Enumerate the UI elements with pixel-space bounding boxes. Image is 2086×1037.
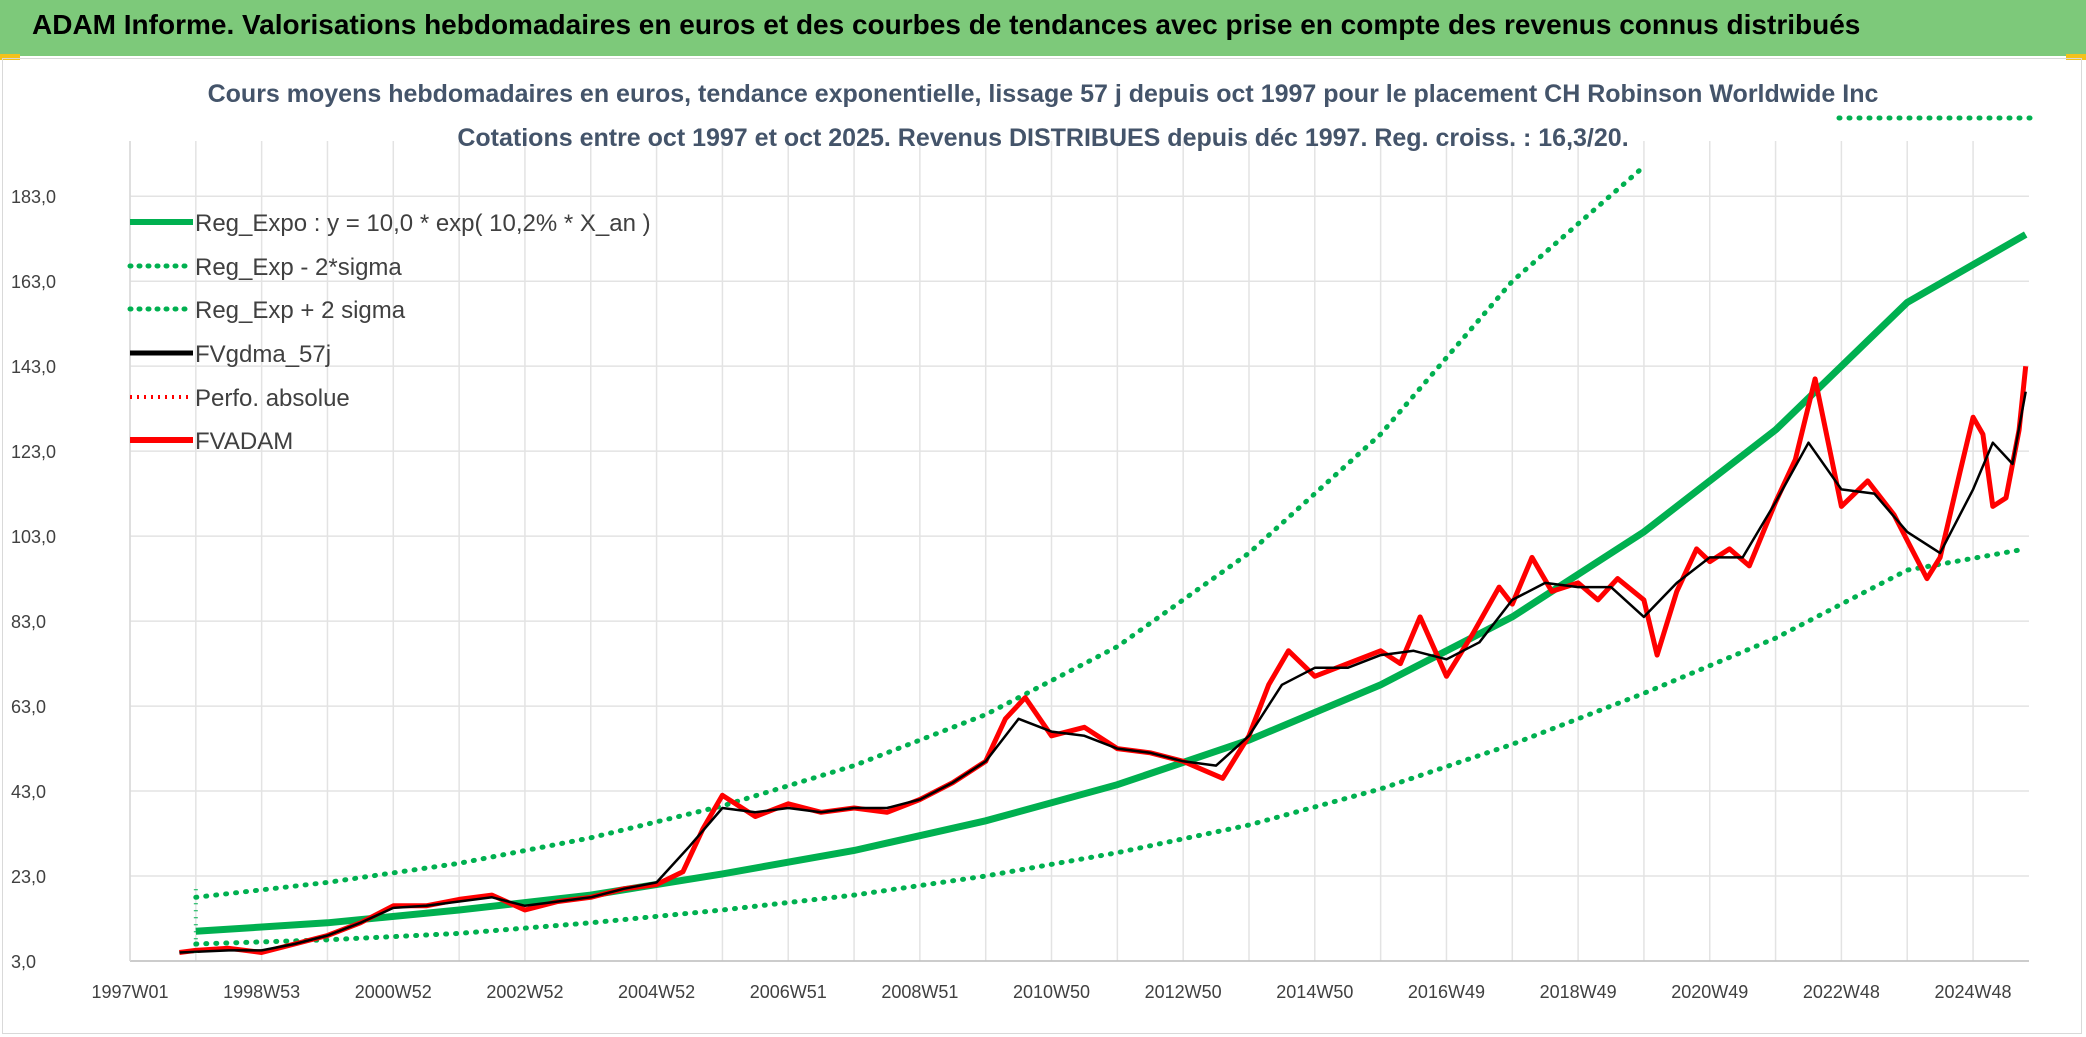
report-title: ADAM Informe. Valorisations hebdomadaire…: [32, 9, 1861, 40]
legend-label-reg-expo: Reg_Expo : y = 10,0 * exp( 10,2% * X_an …: [195, 210, 651, 237]
chart-title: Cours moyens hebdomadaires en euros, ten…: [208, 80, 1879, 108]
x-tick-label: 2006W51: [750, 982, 827, 1002]
x-tick-label: 2010W50: [1013, 982, 1090, 1002]
grid-layer: [129, 141, 2029, 962]
y-tick-label: 63,0: [11, 697, 46, 717]
x-tick-label: 2000W52: [355, 982, 432, 1002]
corner-mark-left: [0, 54, 20, 60]
y-tick-label: 123,0: [11, 442, 56, 462]
y-tick-label: 143,0: [11, 357, 56, 377]
y-tick-label: 163,0: [11, 272, 56, 292]
x-axis-ticks: 1997W01 1998W53 2000W52 2002W52 2004W52 2006W…: [91, 982, 2011, 1002]
x-tick-label: 2016W49: [1408, 982, 1485, 1002]
y-tick-label: 83,0: [11, 612, 46, 632]
legend-label-fvadam: FVADAM: [195, 428, 293, 455]
chart-subtitle: Cotations entre oct 1997 et oct 2025. Re…: [457, 124, 1628, 152]
legend-label-plus-2sigma: Reg_Exp + 2 sigma: [195, 297, 406, 324]
x-tick-label: 2022W48: [1803, 982, 1880, 1002]
x-tick-label: 2014W50: [1276, 982, 1353, 1002]
x-tick-label: 1997W01: [91, 982, 168, 1002]
y-tick-label: 43,0: [11, 782, 46, 802]
legend: Reg_Expo : y = 10,0 * exp( 10,2% * X_an …: [127, 210, 651, 455]
series-fvgdma-57j: [179, 391, 2027, 954]
x-tick-label: 2002W52: [486, 982, 563, 1002]
corner-mark-right: [2066, 54, 2086, 60]
legend-label-perfo: Perfo. absolue: [195, 385, 350, 412]
y-tick-label: 3,0: [11, 952, 36, 972]
x-tick-label: 2008W51: [881, 982, 958, 1002]
series-layer: [179, 164, 2029, 955]
x-tick-label: 1998W53: [223, 982, 300, 1002]
y-tick-label: 103,0: [11, 527, 56, 547]
report-banner: ADAM Informe. Valorisations hebdomadaire…: [0, 0, 2086, 56]
legend-label-minus-2sigma: Reg_Exp - 2*sigma: [195, 254, 402, 281]
series-reg-expo: [195, 231, 2028, 935]
x-tick-label: 2012W50: [1145, 982, 1222, 1002]
y-tick-label: 183,0: [11, 187, 56, 207]
x-tick-label: 2018W49: [1540, 982, 1617, 1002]
x-tick-label: 2024W48: [1935, 982, 2012, 1002]
series-reg-exp-plus-2sigma: [193, 164, 1647, 900]
x-tick-label: 2004W52: [618, 982, 695, 1002]
chart-area: Cours moyens hebdomadaires en euros, ten…: [2, 58, 2082, 1034]
legend-label-gdma: FVgdma_57j: [195, 341, 331, 368]
y-tick-label: 23,0: [11, 867, 46, 887]
x-tick-label: 2020W49: [1671, 982, 1748, 1002]
series-reg-exp-minus-2sigma: [193, 546, 2029, 947]
price-trend-chart: Cours moyens hebdomadaires en euros, ten…: [11, 80, 2034, 1002]
y-axis-ticks: 183,0 163,0 143,0 123,0 103,0 83,0 63,0 43,0 23,…: [11, 187, 56, 972]
